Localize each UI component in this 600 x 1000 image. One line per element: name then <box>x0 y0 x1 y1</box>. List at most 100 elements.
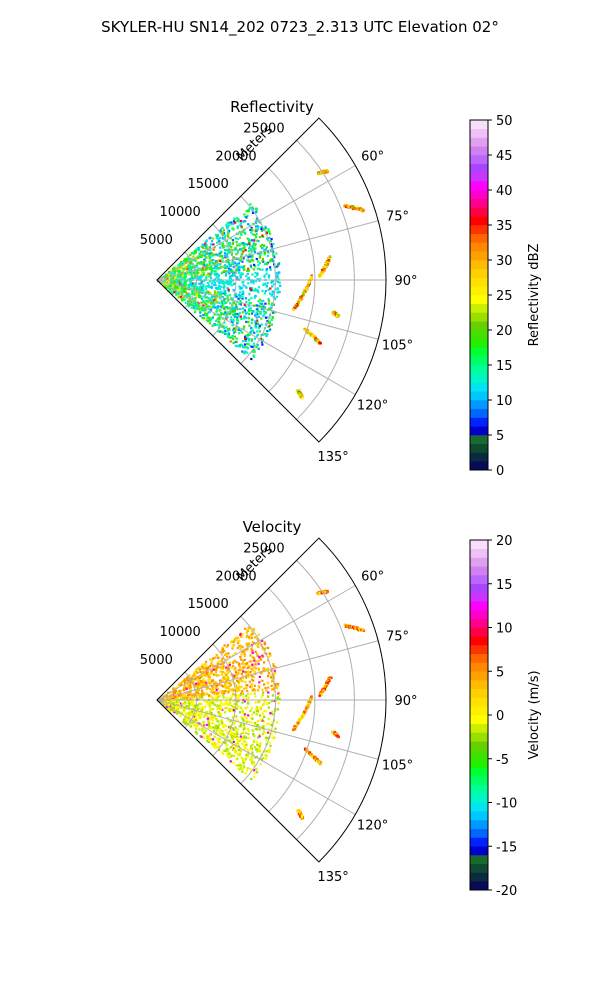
radar-gate <box>361 628 365 631</box>
theta-tick-label: 135° <box>317 450 348 465</box>
radar-gate <box>228 732 231 735</box>
colorbar-label: Reflectivity dBZ <box>527 244 542 347</box>
radar-gate <box>245 743 248 746</box>
radar-gate <box>194 682 198 685</box>
radar-gate <box>271 290 274 293</box>
radar-gate <box>251 689 255 692</box>
radar-gate <box>210 272 213 275</box>
radar-gate <box>212 668 215 671</box>
radar-gate <box>260 300 263 303</box>
radar-gate <box>252 641 255 645</box>
radar-gate <box>230 730 233 733</box>
radar-gate <box>243 343 247 346</box>
radar-gate <box>258 706 261 710</box>
radar-gate <box>235 276 239 279</box>
radar-gate <box>222 306 225 309</box>
radar-gate <box>275 252 278 255</box>
radar-gate <box>208 253 211 256</box>
radar-gate <box>224 673 228 676</box>
radar-gate <box>225 223 228 226</box>
radar-gate <box>240 225 243 228</box>
radar-gate <box>222 665 225 668</box>
radar-gate <box>185 705 188 708</box>
radar-gate <box>245 274 248 278</box>
radar-gate <box>249 709 252 712</box>
radar-gate <box>209 256 212 259</box>
radar-gate <box>255 308 258 311</box>
radar-gate <box>232 676 235 679</box>
radar-gate <box>212 267 215 270</box>
radar-gate <box>189 702 192 705</box>
radar-gate <box>245 216 248 219</box>
radar-gate <box>200 245 203 248</box>
radar-gate <box>247 767 250 770</box>
radar-gate <box>240 715 243 718</box>
radar-gate <box>230 732 233 735</box>
radar-gate <box>180 273 183 276</box>
radar-gate <box>225 655 228 658</box>
radar-gate <box>261 712 264 715</box>
radar-gate <box>236 249 240 252</box>
radar-gate <box>230 704 233 708</box>
radar-gate <box>269 268 272 271</box>
radar-gate <box>262 282 266 285</box>
radar-gate <box>261 732 264 736</box>
radar-gate <box>272 291 275 294</box>
radar-gate <box>271 721 274 724</box>
radar-gate <box>233 261 237 264</box>
radar-gate <box>270 318 273 321</box>
radar-gate <box>355 206 359 209</box>
radar-gate <box>236 225 239 228</box>
radar-gate <box>256 272 259 275</box>
radar-gate <box>245 334 248 337</box>
radar-gate <box>234 726 237 729</box>
radar-gate <box>196 264 199 267</box>
radar-gate <box>226 697 229 700</box>
radar-gate <box>186 676 189 679</box>
radar-gate <box>226 258 229 261</box>
radar-gate <box>232 328 235 332</box>
radar-gate <box>200 667 203 670</box>
radar-gate <box>247 256 250 259</box>
radar-gate <box>271 302 274 305</box>
radar-gate <box>243 713 246 716</box>
radar-gate <box>208 252 211 255</box>
polar-grid <box>156 117 387 443</box>
radar-gate <box>199 710 202 713</box>
radar-gate <box>253 248 256 251</box>
radar-gate <box>196 271 199 274</box>
radar-gate <box>247 729 250 732</box>
radar-gate <box>306 284 310 287</box>
radar-gate <box>214 284 217 287</box>
radar-gate <box>250 251 253 254</box>
radar-gate <box>199 314 202 318</box>
radar-gate <box>229 275 232 278</box>
radar-gate <box>208 665 211 668</box>
radar-gate <box>205 700 208 703</box>
radar-gate <box>233 282 236 286</box>
radar-gate <box>215 267 218 270</box>
radar-gate <box>226 644 230 647</box>
radar-gate <box>219 305 222 308</box>
radar-gate <box>242 649 245 652</box>
radar-gate <box>221 272 224 275</box>
colorbar-swatch <box>470 548 488 558</box>
radar-gate <box>255 706 258 709</box>
radar-gate <box>254 724 257 727</box>
radar-gate <box>214 270 217 273</box>
radar-gate <box>200 712 203 716</box>
theta-tick-label: 120° <box>357 399 388 414</box>
radar-gate <box>251 758 254 761</box>
radar-gate <box>185 679 188 682</box>
radar-gate <box>213 283 216 286</box>
colorbar-swatch <box>470 233 488 243</box>
radar-gate <box>247 267 250 270</box>
radar-gate <box>277 682 280 686</box>
colorbar-swatch <box>470 120 488 130</box>
radar-gate <box>249 745 253 748</box>
radar-gate <box>250 636 253 640</box>
radar-gate <box>236 737 239 740</box>
radar-gate <box>267 276 270 279</box>
radar-gate <box>217 725 220 728</box>
azimuth-line <box>156 640 379 701</box>
